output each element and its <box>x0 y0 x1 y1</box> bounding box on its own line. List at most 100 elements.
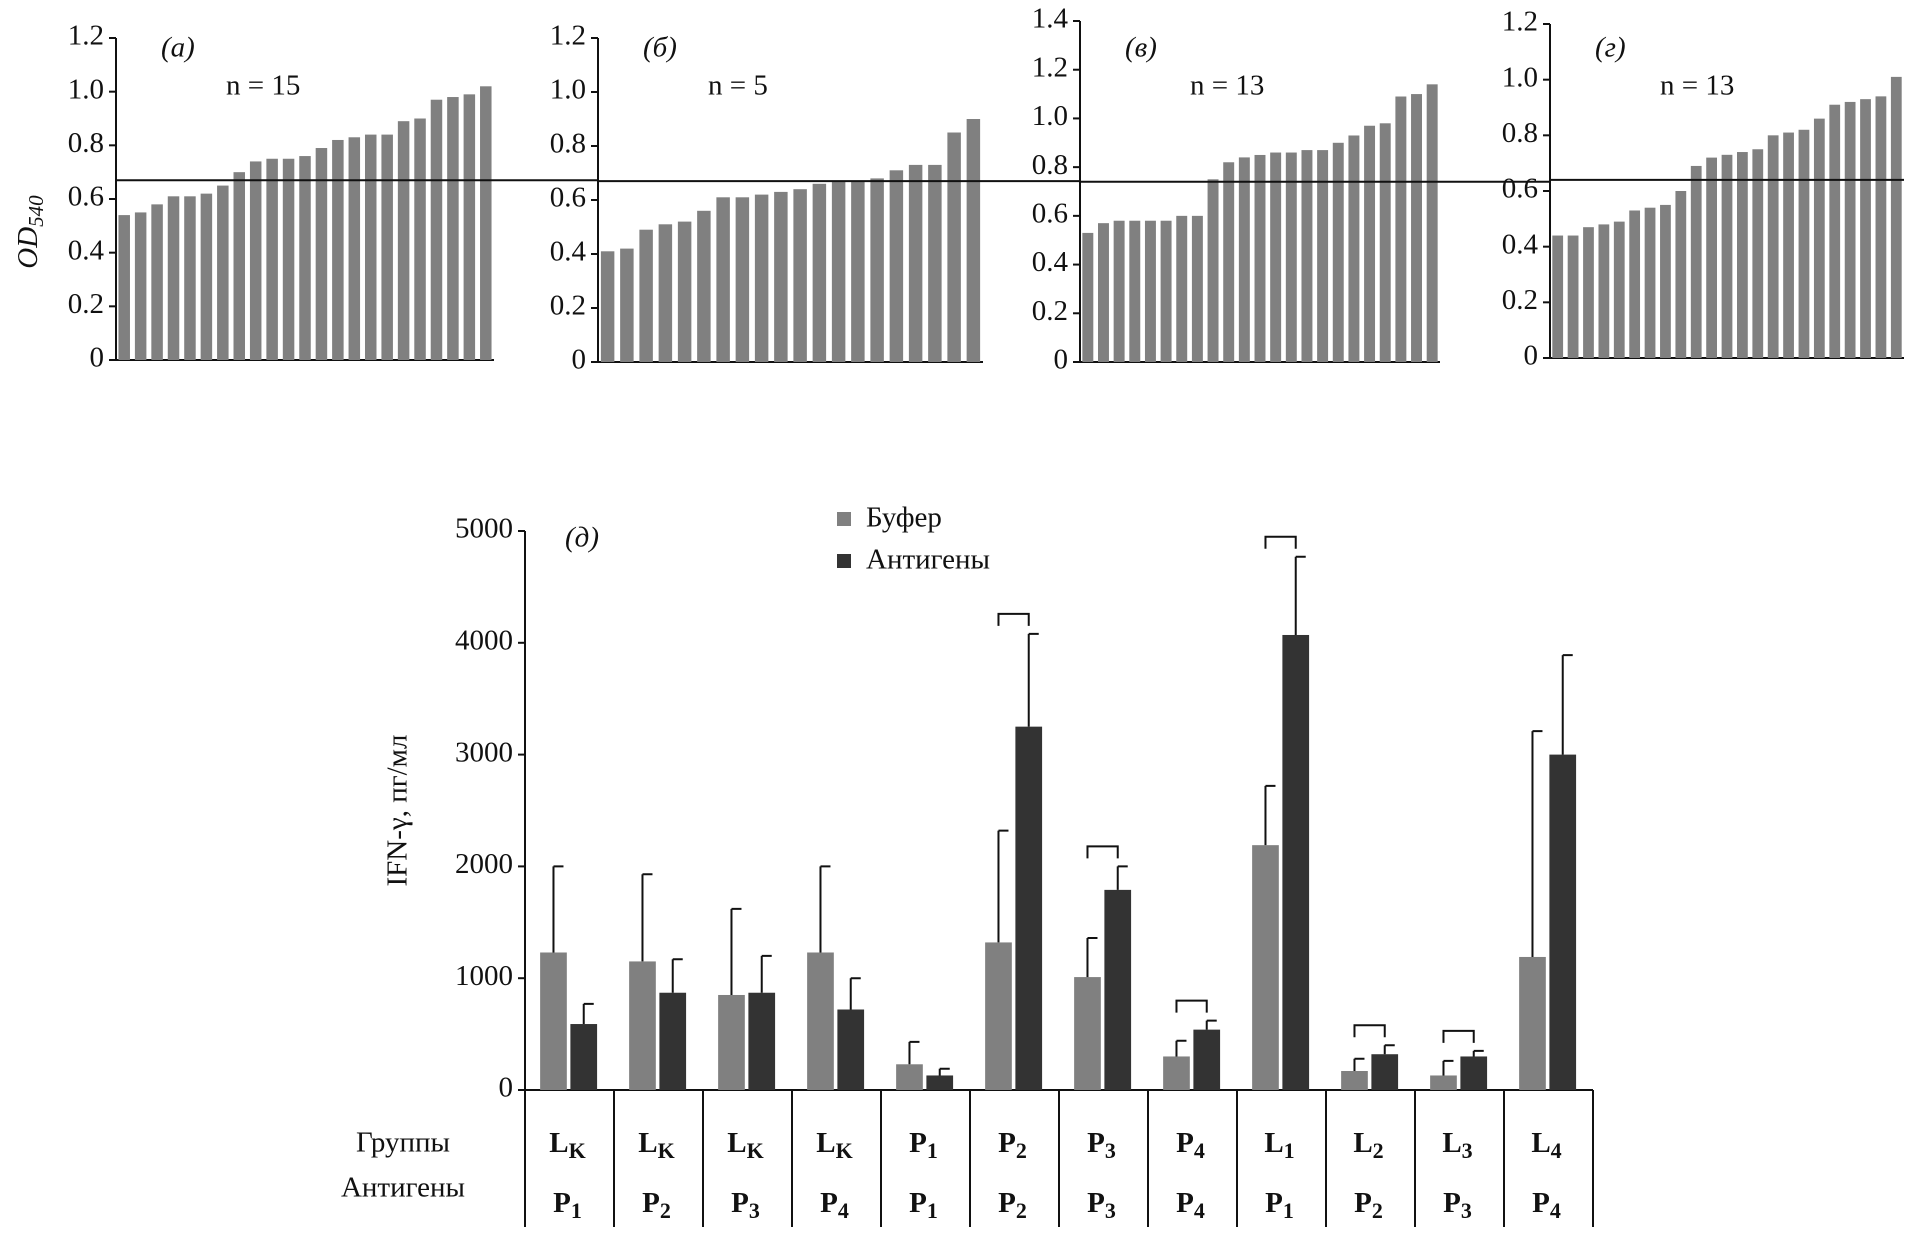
bar <box>217 185 229 360</box>
group-label: LK <box>638 1127 674 1163</box>
y-tick-label: 5000 <box>455 513 513 545</box>
group-label-sub: K <box>836 1138 853 1163</box>
bar <box>1706 157 1717 358</box>
antigen-label-sub: 4 <box>1194 1198 1205 1223</box>
significance-bracket <box>1264 535 1297 549</box>
error-bar <box>1205 1019 1217 1030</box>
bar <box>1238 157 1250 362</box>
y-axis-title: OD540 <box>12 195 48 269</box>
y-tick-label: 0.6 <box>1032 198 1068 230</box>
bar <box>1798 129 1810 358</box>
y-tick-label: 1.2 <box>1032 51 1068 83</box>
y-tick-label: 3000 <box>455 736 513 768</box>
group-label-main: P <box>998 1127 1016 1159</box>
y-axis-title: IFN-γ, пг/мл <box>382 735 414 887</box>
group-label: L4 <box>1531 1127 1561 1163</box>
group-label-main: P <box>1176 1127 1194 1159</box>
antigen-label: P3 <box>1087 1187 1116 1223</box>
y-axis-title-main: OD <box>12 227 44 269</box>
group-label-sub: K <box>658 1138 675 1163</box>
bar <box>315 148 328 360</box>
bar <box>908 164 923 362</box>
bar <box>1104 889 1132 1090</box>
y-tick-label: 0.6 <box>68 181 104 213</box>
y-tick-label: 1.0 <box>68 73 104 105</box>
bar <box>1519 956 1546 1090</box>
legend-label: Антигены <box>866 544 990 576</box>
bar <box>1426 84 1438 362</box>
bar <box>1163 1056 1190 1090</box>
group-label-sub: 3 <box>1105 1138 1116 1163</box>
antigen-label-sub: 2 <box>1016 1198 1027 1223</box>
y-tick-label: 1.2 <box>550 20 586 52</box>
group-label: L1 <box>1264 1127 1294 1163</box>
bar <box>1752 149 1764 358</box>
y-tick-label: 0.2 <box>1032 295 1068 327</box>
legend-swatch <box>837 512 851 526</box>
bar <box>1813 118 1825 358</box>
bar <box>1460 1056 1488 1090</box>
error-bar <box>582 1002 594 1025</box>
bar <box>1644 207 1656 358</box>
group-label-main: L <box>1264 1127 1283 1159</box>
y-tick-label: 0.8 <box>1502 117 1538 149</box>
y-tick-label: 0 <box>499 1072 514 1104</box>
y-tick-label: 0 <box>572 344 587 376</box>
bar <box>1844 101 1856 358</box>
error-bar <box>1175 1039 1187 1057</box>
antigen-label: P2 <box>998 1187 1027 1223</box>
bar <box>118 215 130 360</box>
bar <box>812 183 827 362</box>
n-label: n = 15 <box>226 70 300 102</box>
bar <box>1015 726 1043 1090</box>
antigen-label-sub: 4 <box>1550 1198 1561 1223</box>
antigen-label-sub: 1 <box>571 1198 582 1223</box>
bar <box>1098 223 1109 362</box>
error-bar <box>1383 1044 1395 1055</box>
group-label-sub: K <box>569 1138 586 1163</box>
bar <box>718 994 745 1090</box>
bar <box>1675 191 1687 358</box>
bar <box>600 251 615 362</box>
bar <box>1332 142 1344 362</box>
antigen-label: P4 <box>1532 1187 1561 1223</box>
group-label: P3 <box>1087 1127 1116 1163</box>
bar <box>1690 165 1702 358</box>
bar <box>1371 1054 1399 1090</box>
bar <box>1767 135 1779 358</box>
y-tick-label: 0 <box>1054 344 1069 376</box>
bar <box>540 952 567 1090</box>
bar <box>1379 123 1391 362</box>
bar <box>1317 150 1329 362</box>
bar <box>1860 99 1871 359</box>
y-tick-label: 0.8 <box>68 127 104 159</box>
error-bar <box>1561 654 1573 755</box>
bar <box>1395 96 1407 362</box>
antigen-label: P2 <box>1354 1187 1383 1223</box>
row-title: Группы <box>356 1127 450 1159</box>
antigen-label-main: P <box>1265 1187 1283 1219</box>
antigen-label-sub: 2 <box>1372 1198 1383 1223</box>
y-tick-label: 1.4 <box>1032 3 1069 35</box>
panel-label: (г) <box>1595 32 1626 64</box>
bar <box>1598 224 1610 358</box>
bar <box>1113 220 1125 362</box>
group-label: L2 <box>1353 1127 1383 1163</box>
y-tick-label: 0.6 <box>550 182 586 214</box>
bar <box>1191 215 1203 362</box>
error-bar <box>760 954 772 993</box>
y-tick-label: 0.8 <box>1032 149 1068 181</box>
group-label-sub: 2 <box>1373 1138 1384 1163</box>
bar <box>851 181 865 362</box>
y-axis-title-sub: 540 <box>24 195 48 227</box>
bar <box>1411 94 1422 363</box>
bar <box>570 1024 598 1090</box>
error-bar <box>908 1040 920 1065</box>
y-tick-label: 0.8 <box>550 128 586 160</box>
y-tick-label: 0 <box>90 342 105 374</box>
bar <box>807 952 834 1090</box>
group-label-main: L <box>816 1127 835 1159</box>
antigen-label-main: P <box>731 1187 749 1219</box>
error-bar <box>1472 1049 1484 1057</box>
group-label: LK <box>549 1127 585 1163</box>
